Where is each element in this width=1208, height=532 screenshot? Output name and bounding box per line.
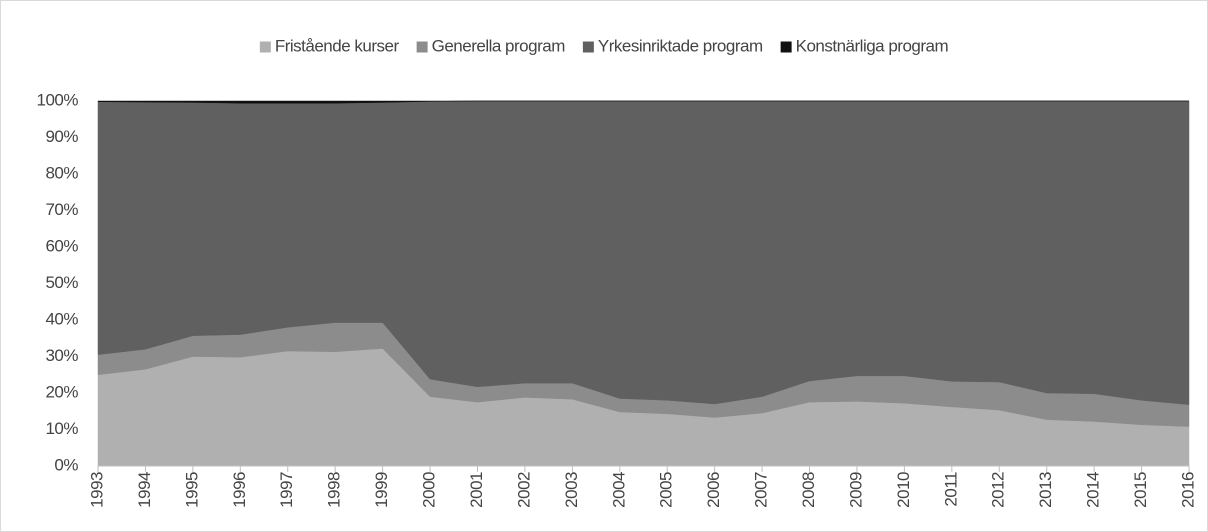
x-tick-label: 2007: [752, 472, 771, 508]
legend-swatch: [416, 41, 428, 53]
x-tick-label: 1993: [87, 472, 106, 508]
y-tick-label: 30%: [45, 346, 78, 365]
x-tick-label: 1999: [372, 472, 391, 508]
x-tick-label: 1998: [325, 472, 344, 508]
x-tick-label: 2006: [704, 472, 723, 508]
x-tick-label: 1994: [135, 472, 154, 508]
x-tick-label: 1995: [182, 472, 201, 508]
legend-swatch: [259, 41, 271, 53]
x-tick-label: 2016: [1178, 472, 1197, 508]
y-tick-label: 60%: [45, 236, 78, 255]
legend-label: Fristående kurser: [275, 36, 400, 55]
area: [97, 100, 1189, 104]
legend-label: Konstnärliga program: [796, 36, 949, 55]
legend-swatch: [582, 41, 594, 53]
x-tick-label: 2011: [941, 472, 960, 507]
x-tick-label: 2012: [989, 472, 1008, 508]
x-tick-label: 2014: [1084, 472, 1103, 508]
x-tick-label: 2005: [657, 472, 676, 508]
legend-label: Generella program: [432, 36, 566, 55]
x-tick-label: 2000: [420, 472, 439, 508]
y-tick-label: 10%: [45, 419, 78, 438]
x-tick-label: 1996: [230, 472, 249, 508]
x-tick-label: 2008: [799, 472, 818, 508]
x-tick-label: 2009: [846, 472, 865, 508]
y-tick-label: 40%: [45, 309, 78, 328]
y-tick-label: 0%: [54, 455, 78, 474]
x-tick-label: 1997: [277, 472, 296, 508]
x-tick-label: 2013: [1036, 472, 1055, 508]
x-tick-label: 2001: [467, 472, 486, 508]
x-tick-label: 2003: [562, 472, 581, 508]
y-tick-label: 20%: [45, 382, 78, 401]
y-tick-label: 100%: [37, 90, 79, 109]
y-tick-label: 70%: [45, 200, 78, 219]
y-tick-label: 90%: [45, 127, 78, 146]
x-tick-label: 2004: [609, 472, 628, 508]
y-tick-label: 50%: [45, 273, 78, 292]
legend-swatch: [780, 41, 792, 53]
y-tick-label: 80%: [45, 163, 78, 182]
x-tick-label: 2010: [894, 472, 913, 508]
legend-label: Yrkesinriktade program: [598, 36, 763, 55]
x-tick-label: 2002: [514, 472, 533, 508]
x-tick-label: 2015: [1131, 472, 1150, 508]
